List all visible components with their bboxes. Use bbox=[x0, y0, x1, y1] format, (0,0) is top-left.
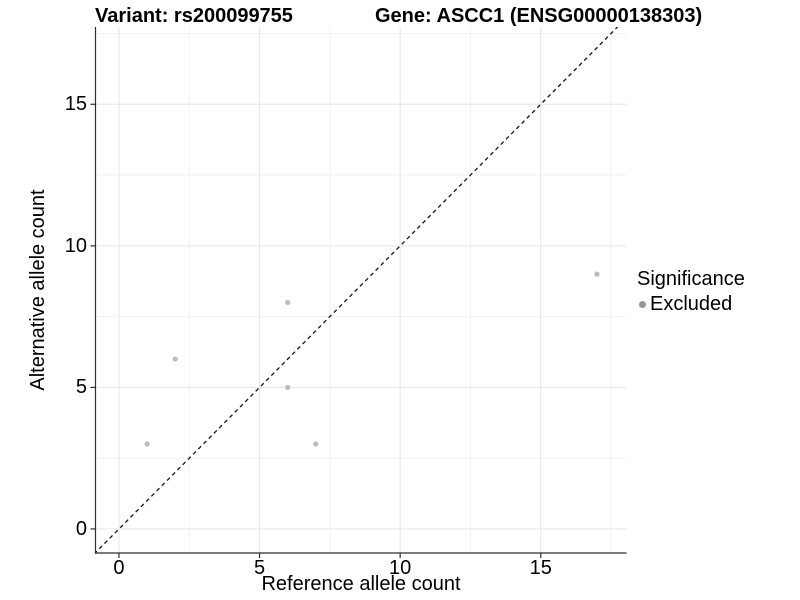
plot-title-variant: Variant: rs200099755 bbox=[95, 5, 293, 27]
data-point bbox=[594, 271, 600, 277]
y-tick-label: 15 bbox=[64, 93, 87, 116]
legend-title: Significance bbox=[637, 268, 745, 290]
grid-minor bbox=[95, 27, 627, 553]
y-tick-label: 10 bbox=[64, 234, 87, 257]
legend: Significance Excluded bbox=[637, 268, 745, 315]
data-point bbox=[144, 441, 150, 447]
y-tick-label: 5 bbox=[75, 376, 87, 399]
y-tick-label: 0 bbox=[75, 517, 87, 540]
data-point bbox=[285, 384, 291, 390]
legend-point-icon bbox=[639, 300, 646, 308]
plot-title-gene: Gene: ASCC1 (ENSG00000138303) bbox=[375, 5, 703, 27]
plot-panel bbox=[90, 27, 627, 558]
data-point bbox=[172, 356, 178, 362]
data-points bbox=[144, 271, 600, 447]
axis-ticks bbox=[90, 103, 542, 558]
x-tick-label: 10 bbox=[389, 557, 412, 579]
legend-item-label: Excluded bbox=[650, 293, 733, 315]
data-point bbox=[285, 299, 291, 306]
data-point bbox=[313, 441, 319, 447]
identity-line bbox=[95, 27, 619, 554]
x-tick-label: 15 bbox=[529, 557, 552, 579]
legend-item-excluded: Excluded bbox=[637, 293, 745, 315]
x-tick-label: 5 bbox=[254, 557, 266, 579]
y-axis-title: Alternative allele count bbox=[27, 189, 49, 391]
x-axis-title: Reference allele count bbox=[261, 573, 461, 595]
x-tick-label: 0 bbox=[113, 557, 125, 579]
legend-items: Excluded bbox=[637, 293, 745, 315]
grid-major bbox=[95, 27, 627, 553]
